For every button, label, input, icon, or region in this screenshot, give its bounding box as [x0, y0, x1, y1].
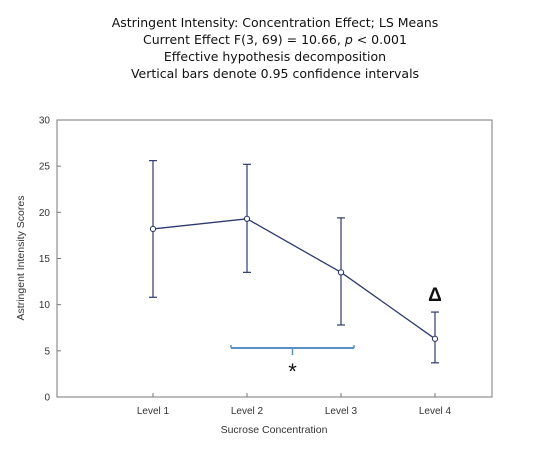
y-axis: 0 5 10 15 20 25 30 — [39, 116, 61, 404]
data-point — [243, 215, 251, 222]
title-line-3: Effective hypothesis decomposition — [163, 49, 387, 64]
delta-marker: Δ — [428, 285, 442, 306]
x-tick-label: Level 3 — [325, 406, 358, 417]
y-tick-label: 10 — [39, 300, 51, 311]
title-line-2-suffix: < 0.001 — [352, 32, 407, 47]
title-line-1: Astringent Intensity: Concentration Effe… — [111, 15, 439, 30]
data-points — [149, 215, 439, 342]
plot-frame — [56, 119, 493, 398]
y-tick-label: 25 — [39, 162, 51, 173]
y-axis-label: Astringent Intensity Scores — [15, 196, 27, 321]
x-tick-label: Level 1 — [137, 406, 170, 417]
x-tick-label: Level 2 — [231, 406, 264, 417]
x-axis-label: Sucrose Concentration — [221, 424, 328, 436]
y-tick-label: 15 — [39, 254, 51, 265]
error-bars — [149, 160, 439, 364]
data-point — [149, 225, 157, 233]
chart-title: Astringent Intensity: Concentration Effe… — [0, 14, 550, 82]
title-line-2: Current Effect F(3, 69) = 10.66, p < 0.0… — [0, 31, 550, 48]
y-tick-label: 5 — [44, 346, 50, 357]
x-axis: Level 1 Level 2 Level 3 Level 4 — [137, 393, 452, 417]
title-line-2-prefix: Current Effect F(3, 69) = 10.66, — [143, 32, 345, 47]
y-tick-label: 0 — [44, 393, 50, 404]
y-tick-label: 30 — [39, 116, 51, 127]
x-tick-label: Level 4 — [419, 406, 452, 417]
series-line — [152, 218, 436, 340]
significance-star: * — [288, 359, 297, 384]
data-point — [337, 269, 345, 276]
title-line-4: Vertical bars denote 0.95 confidence int… — [130, 66, 420, 81]
y-tick-label: 20 — [39, 208, 51, 219]
data-point — [431, 335, 439, 342]
title-line-2-p: p — [344, 32, 353, 47]
annotations: *Δ — [230, 285, 442, 384]
